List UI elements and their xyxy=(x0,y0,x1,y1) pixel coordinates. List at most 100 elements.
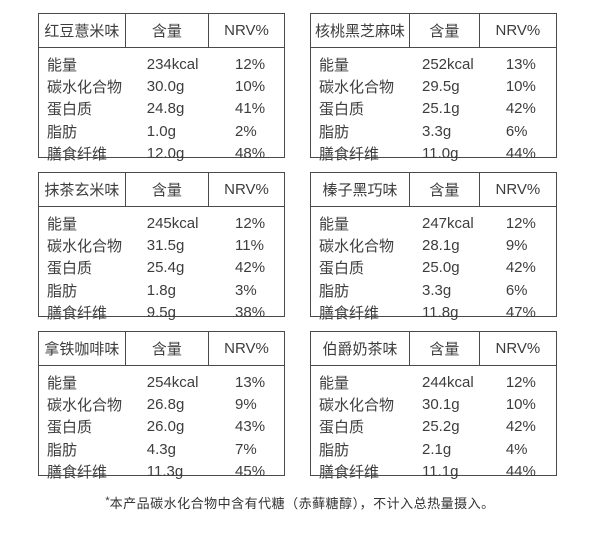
footnote-text: 本产品碳水化合物中含有代糖（赤藓糖醇），不计入总热量摄入。 xyxy=(109,496,495,511)
nutrient-amount: 4.3g xyxy=(146,440,176,458)
table-row: 能量 247kcal 12% xyxy=(311,212,556,234)
nutrient-amount: 26.0g xyxy=(146,418,185,436)
nutrient-nrv: 44% xyxy=(505,463,536,481)
table-row: 碳水化合物 29.5g 10% xyxy=(311,75,556,97)
table-row: 膳食纤维 11.0g 44% xyxy=(311,143,556,165)
nutrient-label: 能量 xyxy=(319,374,350,392)
nutrient-amount: 1.8g xyxy=(146,281,176,299)
nutrient-nrv: 42% xyxy=(505,418,536,436)
nutrient-nrv: 9% xyxy=(235,396,257,414)
nutrient-amount: 254kcal xyxy=(146,373,199,391)
table-row: 膳食纤维 12.0g 48% xyxy=(39,143,284,165)
nrv-column-header: NRV% xyxy=(208,173,284,206)
nutrient-amount: 245kcal xyxy=(146,214,199,232)
table-row: 蛋白质 25.1g 42% xyxy=(311,98,556,120)
nutrient-amount: 11.1g xyxy=(422,463,459,481)
table-body: 能量 234kcal 12% 碳水化合物 30.0g 10% 蛋白质 24.8g… xyxy=(39,48,284,165)
nutrient-nrv: 10% xyxy=(505,396,536,414)
nutrient-nrv: 45% xyxy=(235,463,266,481)
nutrient-nrv: 12% xyxy=(505,373,536,391)
table-row: 蛋白质 25.4g 42% xyxy=(39,257,284,279)
nutrient-label: 能量 xyxy=(47,374,78,392)
nutrient-label: 蛋白质 xyxy=(47,101,93,119)
nutrient-amount: 244kcal xyxy=(422,373,474,391)
nutrient-label: 脂肪 xyxy=(319,282,350,300)
nrv-column-header: NRV% xyxy=(208,332,284,365)
table-header-row: 核桃黑芝麻味 含量 NRV% xyxy=(311,14,556,48)
nutrient-amount: 30.1g xyxy=(422,396,460,414)
flavor-name: 抹茶玄米味 xyxy=(44,182,120,199)
table-row: 膳食纤维 9.5g 38% xyxy=(39,302,284,324)
table-row: 能量 234kcal 12% xyxy=(39,53,284,75)
table-body: 能量 254kcal 13% 碳水化合物 26.8g 9% 蛋白质 26.0g … xyxy=(39,366,284,483)
nutrient-nrv: 43% xyxy=(235,418,266,436)
nutrient-amount: 28.1g xyxy=(422,237,460,255)
table-row: 脂肪 2.1g 4% xyxy=(311,438,556,460)
nutrition-table-matcha-brown-rice: 抹茶玄米味 含量 NRV% 能量 245kcal 12% 碳水化合物 31.5g… xyxy=(38,172,285,322)
flavor-name: 核桃黑芝麻味 xyxy=(314,23,405,40)
nutrient-amount: 3.3g xyxy=(422,281,452,299)
flavor-name: 拿铁咖啡味 xyxy=(44,341,120,358)
nutrient-nrv: 2% xyxy=(235,122,257,140)
nutrient-nrv: 42% xyxy=(505,100,536,118)
footnote-asterisk: * xyxy=(105,495,110,507)
nutrient-label: 脂肪 xyxy=(47,123,78,141)
nutrient-label: 能量 xyxy=(319,56,350,74)
nrv-column-header: NRV% xyxy=(208,14,284,47)
nrv-column-header: NRV% xyxy=(478,332,556,365)
nutrient-nrv: 42% xyxy=(235,259,266,277)
nutrient-amount: 247kcal xyxy=(422,214,474,232)
table-header-row: 拿铁咖啡味 含量 NRV% xyxy=(39,332,284,366)
flavor-name: 榛子黑巧味 xyxy=(322,182,398,199)
table-header-row: 伯爵奶茶味 含量 NRV% xyxy=(311,332,556,366)
nutrient-label: 能量 xyxy=(47,215,78,233)
table-body: 能量 247kcal 12% 碳水化合物 28.1g 9% 蛋白质 25.0g … xyxy=(311,207,556,324)
amount-column-header: 含量 xyxy=(124,173,208,206)
nutrient-nrv: 12% xyxy=(235,55,266,73)
table-body: 能量 245kcal 12% 碳水化合物 31.5g 11% 蛋白质 25.4g… xyxy=(39,207,284,324)
nutrient-nrv: 9% xyxy=(505,237,528,255)
nutrient-amount: 31.5g xyxy=(146,237,185,255)
table-row: 碳水化合物 30.0g 10% xyxy=(39,75,284,97)
nutrient-amount: 25.1g xyxy=(422,100,460,118)
table-row: 脂肪 3.3g 6% xyxy=(311,120,556,142)
nutrient-nrv: 6% xyxy=(505,281,528,299)
table-row: 碳水化合物 31.5g 11% xyxy=(39,234,284,256)
nutrient-label: 脂肪 xyxy=(47,282,78,300)
nutrient-label: 碳水化合物 xyxy=(47,79,123,97)
nutrition-table-red-bean-barley: 红豆薏米味 含量 NRV% 能量 234kcal 12% 碳水化合物 30.0g… xyxy=(38,13,285,163)
nutrient-label: 碳水化合物 xyxy=(319,238,395,256)
nutrient-label: 膳食纤维 xyxy=(47,146,108,164)
table-row: 能量 254kcal 13% xyxy=(39,371,284,393)
nutrient-nrv: 47% xyxy=(505,304,536,322)
nutrition-table-hazelnut-dark-chocolate: 榛子黑巧味 含量 NRV% 能量 247kcal 12% 碳水化合物 28.1g… xyxy=(310,172,557,322)
nutrient-nrv: 42% xyxy=(505,259,536,277)
nutrient-amount: 11.0g xyxy=(422,145,459,163)
nutrition-table-earl-grey-milk-tea: 伯爵奶茶味 含量 NRV% 能量 244kcal 12% 碳水化合物 30.1g… xyxy=(310,331,557,481)
table-row: 蛋白质 24.8g 41% xyxy=(39,98,284,120)
table-row: 蛋白质 26.0g 43% xyxy=(39,416,284,438)
nutrient-nrv: 13% xyxy=(505,55,536,73)
nutrient-amount: 24.8g xyxy=(146,100,185,118)
table-row: 膳食纤维 11.1g 44% xyxy=(311,461,556,483)
table-row: 膳食纤维 11.8g 47% xyxy=(311,302,556,324)
nutrient-label: 蛋白质 xyxy=(47,260,93,278)
nutrient-label: 膳食纤维 xyxy=(319,305,380,323)
amount-column-header: 含量 xyxy=(409,173,479,206)
table-row: 能量 245kcal 12% xyxy=(39,212,284,234)
table-row: 蛋白质 25.2g 42% xyxy=(311,416,556,438)
nutrient-amount: 25.4g xyxy=(146,259,185,277)
nutrient-label: 碳水化合物 xyxy=(319,79,395,97)
table-header-row: 红豆薏米味 含量 NRV% xyxy=(39,14,284,48)
table-row: 膳食纤维 11.3g 45% xyxy=(39,461,284,483)
table-row: 脂肪 1.0g 2% xyxy=(39,120,284,142)
table-row: 脂肪 1.8g 3% xyxy=(39,279,284,301)
table-row: 脂肪 3.3g 6% xyxy=(311,279,556,301)
nutrient-nrv: 7% xyxy=(235,440,257,458)
nutrient-amount: 2.1g xyxy=(422,440,452,458)
nutrient-label: 能量 xyxy=(319,215,350,233)
nutrient-label: 膳食纤维 xyxy=(319,464,380,482)
nutrient-label: 蛋白质 xyxy=(47,419,93,437)
nutrient-amount: 234kcal xyxy=(146,55,199,73)
nutrient-amount: 11.3g xyxy=(146,463,184,481)
